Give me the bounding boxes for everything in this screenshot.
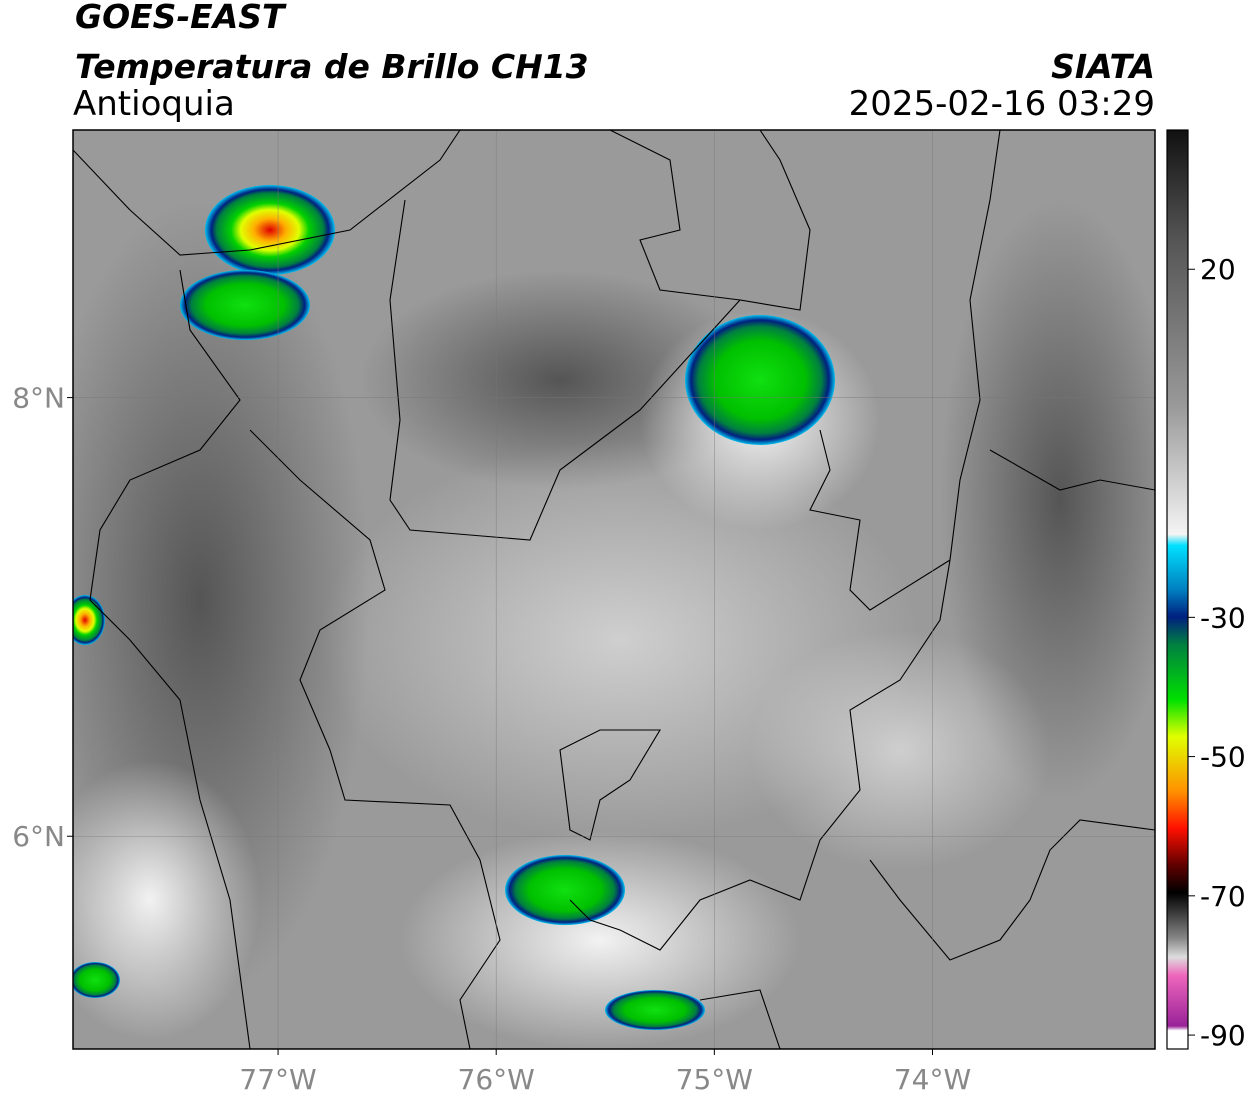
x-tick-label: 76°W [458, 1063, 535, 1096]
y-tick-label: 6°N [12, 820, 65, 853]
product: Temperatura de Brillo CH13 [75, 47, 589, 86]
colorbar-tick-label: -50 [1200, 741, 1246, 774]
map-frame [72, 129, 1156, 1050]
colorbar-tick-label: -30 [1200, 601, 1246, 634]
region: Antioquia [73, 84, 235, 124]
satellite: GOES-EAST [75, 0, 287, 36]
x-tick-label: 77°W [239, 1063, 316, 1096]
colorbar-tick-label: 20 [1200, 253, 1236, 286]
satellite-image [73, 130, 1155, 1049]
y-tick-label: 8°N [12, 382, 65, 415]
colorbar-tick-label: -70 [1200, 880, 1246, 913]
source: SIATA [1051, 47, 1155, 86]
graticule [73, 130, 1155, 1049]
x-tick-label: 75°W [676, 1063, 753, 1096]
datetime: 2025-02-16 03:29 [849, 84, 1155, 124]
colorbar [1166, 129, 1189, 1050]
colorbar-tick-label: -90 [1200, 1019, 1246, 1052]
x-tick-label: 74°W [894, 1063, 971, 1096]
